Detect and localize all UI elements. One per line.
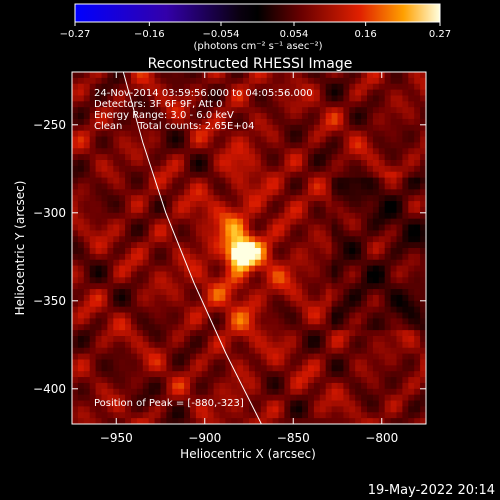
colorbar-units: (photons cm⁻² s⁻¹ asec⁻²) [193, 41, 322, 52]
colorbar-tick-label: −0.16 [134, 29, 165, 40]
colorbar-tick-label: −0.054 [202, 29, 239, 40]
solar-limb-curve [122, 72, 262, 424]
x-tick-label: −850 [277, 431, 310, 445]
y-axis-label: Heliocentric Y (arcsec) [13, 181, 27, 316]
heatmap-image [72, 72, 426, 424]
y-tick-label: −250 [33, 118, 66, 132]
colorbar-tick-label: 0.054 [280, 29, 309, 40]
colorbar-tick-label: 0.16 [355, 29, 377, 40]
y-tick-label: −350 [33, 294, 66, 308]
annotation-energy-range: Energy Range: 3.0 - 6.0 keV [94, 110, 234, 121]
x-axis-label: Heliocentric X (arcsec) [180, 447, 316, 461]
annotation-detectors: Detectors: 3F 6F 9F, Att 0 [94, 99, 222, 110]
y-tick-label: −400 [33, 382, 66, 396]
x-tick-label: −800 [365, 431, 398, 445]
axis-ticks: −950 −900 −850 −800 −250 −300 −350 −400 [33, 72, 426, 445]
annotation-counts: Clean Total counts: 2.65E+04 [94, 121, 254, 132]
colorbar [74, 3, 441, 23]
colorbar-ticks: −0.27 −0.16 −0.054 0.054 0.16 0.27 [60, 22, 451, 40]
y-tick-label: −300 [33, 206, 66, 220]
x-tick-label: −950 [100, 431, 133, 445]
x-tick-label: −900 [188, 431, 221, 445]
chart-title: Reconstructed RHESSI Image [148, 56, 353, 72]
peak-position-label: Position of Peak = [-880,-323] [94, 398, 244, 409]
timestamp: 19-May-2022 20:14 [368, 483, 495, 498]
colorbar-tick-label: −0.27 [60, 29, 91, 40]
colorbar-tick-label: 0.27 [429, 29, 451, 40]
plot-frame [71, 71, 427, 425]
annotation-time-range: 24-Nov-2014 03:59:56.000 to 04:05:56.000 [94, 88, 313, 99]
